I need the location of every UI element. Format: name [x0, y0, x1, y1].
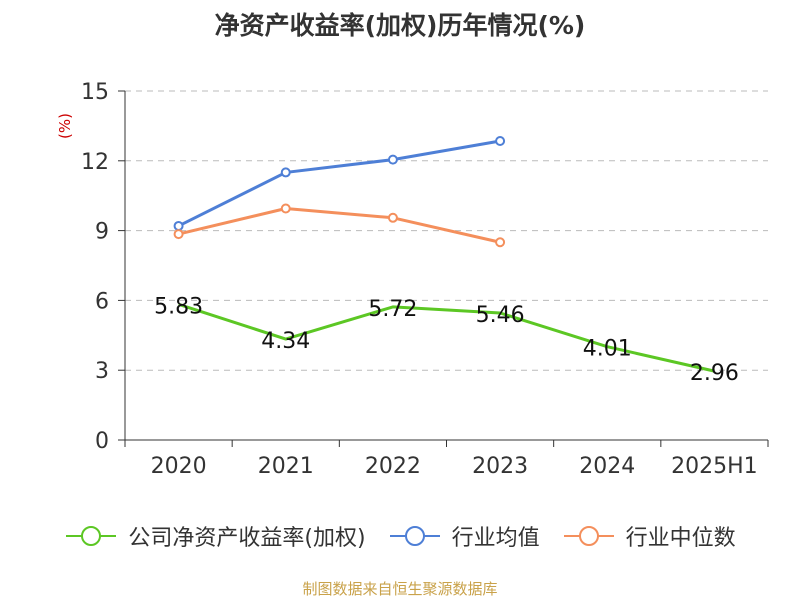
y-axis-title: (%) — [56, 113, 74, 139]
x-tick-label-2025H1: 2025H1 — [671, 454, 758, 479]
x-tick-label-2024: 2024 — [579, 454, 635, 479]
data-label-2025H1: 2.96 — [690, 361, 739, 386]
series-2-point-2021 — [280, 203, 291, 214]
x-tick-label-2020: 2020 — [151, 454, 207, 479]
series-line-0 — [178, 302, 715, 373]
legend-item-company-roe[interactable]: 公司净资产收益率(加权) — [64, 520, 366, 552]
y-tick-label-15: 15 — [81, 80, 109, 105]
data-source-note: 制图数据来自恒生聚源数据库 — [302, 580, 498, 598]
legend-item-industry-median[interactable]: 行业中位数 — [562, 520, 736, 552]
legend-marker-company-roe — [66, 526, 117, 546]
data-label-2021: 4.34 — [261, 329, 310, 354]
series-line-2 — [178, 206, 501, 244]
series-line-1 — [177, 139, 501, 228]
data-label-2022: 5.72 — [368, 297, 417, 322]
legend-label-industry-mean: 行业均值 — [451, 526, 540, 551]
chart-title: 净资产收益率(加权)历年情况(%) — [214, 11, 586, 40]
chart-legend: 公司净资产收益率(加权) 行业均值 行业中位数 — [0, 520, 800, 552]
legend-marker-industry-median — [563, 526, 614, 546]
series-1-point-2021 — [280, 167, 291, 178]
legend-item-industry-mean[interactable]: 行业均值 — [388, 520, 540, 552]
x-tick-label-2023: 2023 — [472, 454, 528, 479]
legend-label-company-roe: 公司净资产收益率(加权) — [128, 526, 366, 551]
series-1-point-2022 — [387, 154, 398, 165]
series-2-point-2022 — [387, 212, 398, 223]
data-label-2020: 5.83 — [154, 294, 203, 319]
legend-marker-industry-mean — [389, 526, 440, 546]
y-tick-label-6: 6 — [95, 289, 109, 314]
y-tick-label-0: 0 — [95, 429, 109, 454]
series-2-point-2020 — [173, 229, 184, 240]
y-tick-label-12: 12 — [81, 150, 109, 175]
y-tick-label-3: 3 — [95, 359, 109, 384]
data-label-2024: 4.01 — [583, 337, 632, 362]
data-label-2023: 5.46 — [476, 303, 525, 328]
legend-label-industry-median: 行业中位数 — [625, 526, 736, 551]
x-tick-label-2022: 2022 — [365, 454, 421, 479]
series-1-point-2020 — [173, 220, 184, 231]
x-tick-label-2021: 2021 — [258, 454, 314, 479]
series-1-point-2023 — [495, 136, 506, 147]
series-2-point-2023 — [495, 237, 506, 248]
y-tick-label-9: 9 — [95, 220, 109, 245]
